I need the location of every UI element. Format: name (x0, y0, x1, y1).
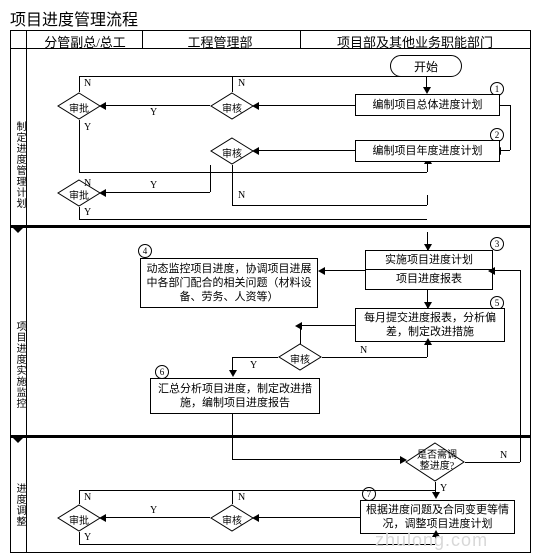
approve-3: 审批 (57, 504, 101, 532)
page-title: 项目进度管理流程 (10, 6, 138, 30)
node-7: 根据进度问题及合同变更等情况，调整项目进度计划 (360, 500, 515, 534)
col-header-1: 分管副总/总工 (30, 32, 140, 51)
start-node: 开始 (390, 55, 462, 77)
row-label-1: 制定进度管理计划 (12, 110, 27, 220)
decision-adjust: 是否需调整进度? (405, 442, 465, 482)
node-2: 编制项目年度进度计划 (355, 140, 500, 162)
approve-2: 审批 (57, 179, 101, 207)
row-label-2: 项目进度实施监控 (12, 305, 27, 425)
audit-4: 审核 (210, 504, 254, 532)
approve-1: 审批 (57, 92, 101, 120)
num-6: 6 (155, 365, 169, 379)
audit-2: 审核 (210, 137, 254, 165)
node-1: 编制项目总体进度计划 (355, 94, 500, 116)
col-header-2: 工程管理部 (145, 32, 295, 51)
flowchart-page: 项目进度管理流程 分管副总/总工 工程管理部 项目部及其他业务职能部门 制定进度… (0, 0, 539, 560)
audit-3: 审核 (278, 343, 322, 371)
node-4: 动态监控项目进度，协调项目进展中各部门配合的相关问题（材料设备、劳务、人资等） (140, 258, 318, 308)
node-3: 实施项目进度计划 项目进度报表 (365, 250, 493, 290)
node-6: 汇总分析项目进度，制定改进措施，编制项目进度报告 (150, 378, 320, 414)
node-5: 每月提交进度报表，分析偏差，制定改进措施 (355, 308, 505, 342)
num-3: 3 (490, 237, 504, 251)
audit-1: 审核 (210, 92, 254, 120)
row-label-3: 进度调整 (12, 470, 27, 540)
num-4: 4 (138, 244, 152, 258)
col-header-3: 项目部及其他业务职能部门 (305, 32, 525, 51)
